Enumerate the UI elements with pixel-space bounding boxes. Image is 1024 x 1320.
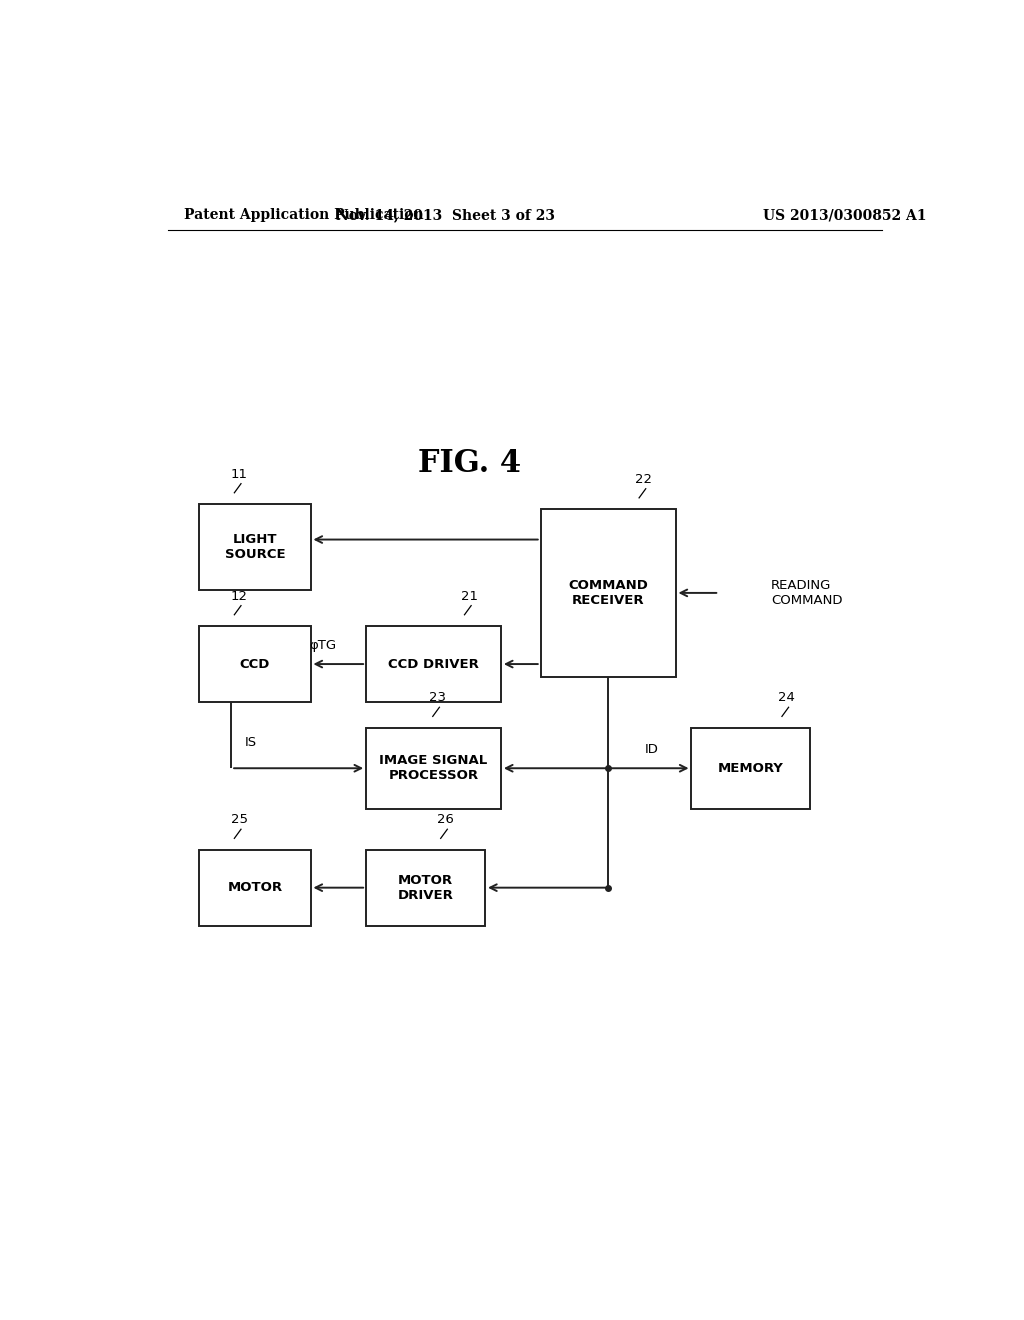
Text: Nov. 14, 2013  Sheet 3 of 23: Nov. 14, 2013 Sheet 3 of 23	[336, 209, 555, 222]
Text: 21: 21	[461, 590, 478, 602]
Bar	[691, 727, 811, 809]
Text: IMAGE SIGNAL
PROCESSOR: IMAGE SIGNAL PROCESSOR	[380, 754, 487, 783]
Text: Patent Application Publication: Patent Application Publication	[183, 209, 423, 222]
Text: IS: IS	[245, 737, 257, 750]
Text: 24: 24	[778, 692, 795, 704]
Text: CCD DRIVER: CCD DRIVER	[388, 657, 479, 671]
Text: 26: 26	[437, 813, 454, 826]
Text: READING
COMMAND: READING COMMAND	[771, 579, 843, 607]
Text: US 2013/0300852 A1: US 2013/0300852 A1	[763, 209, 927, 222]
Text: CCD: CCD	[240, 657, 270, 671]
Text: MOTOR: MOTOR	[227, 882, 283, 894]
Text: MEMORY: MEMORY	[718, 762, 784, 775]
Text: FIG. 4: FIG. 4	[418, 447, 521, 479]
Text: 22: 22	[635, 473, 652, 486]
Bar	[200, 850, 310, 925]
Bar	[367, 727, 501, 809]
Bar	[367, 626, 501, 702]
Text: MOTOR
DRIVER: MOTOR DRIVER	[397, 874, 454, 902]
Bar	[200, 626, 310, 702]
Bar	[200, 504, 310, 590]
Text: 23: 23	[429, 692, 446, 704]
Text: φTG: φTG	[309, 639, 336, 652]
Text: LIGHT
SOURCE: LIGHT SOURCE	[224, 533, 286, 561]
Bar	[367, 850, 485, 925]
Text: COMMAND
RECEIVER: COMMAND RECEIVER	[568, 579, 648, 607]
Text: 12: 12	[230, 590, 248, 602]
Bar	[541, 510, 676, 677]
Text: 25: 25	[230, 813, 248, 826]
Text: ID: ID	[645, 743, 658, 756]
Text: 11: 11	[230, 467, 248, 480]
